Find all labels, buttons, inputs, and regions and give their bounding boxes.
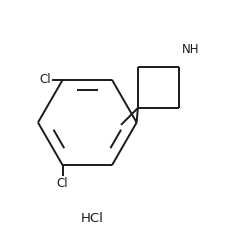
Text: NH: NH <box>182 43 200 56</box>
Text: HCl: HCl <box>81 212 104 225</box>
Text: Cl: Cl <box>57 177 68 190</box>
Text: Cl: Cl <box>40 73 51 86</box>
